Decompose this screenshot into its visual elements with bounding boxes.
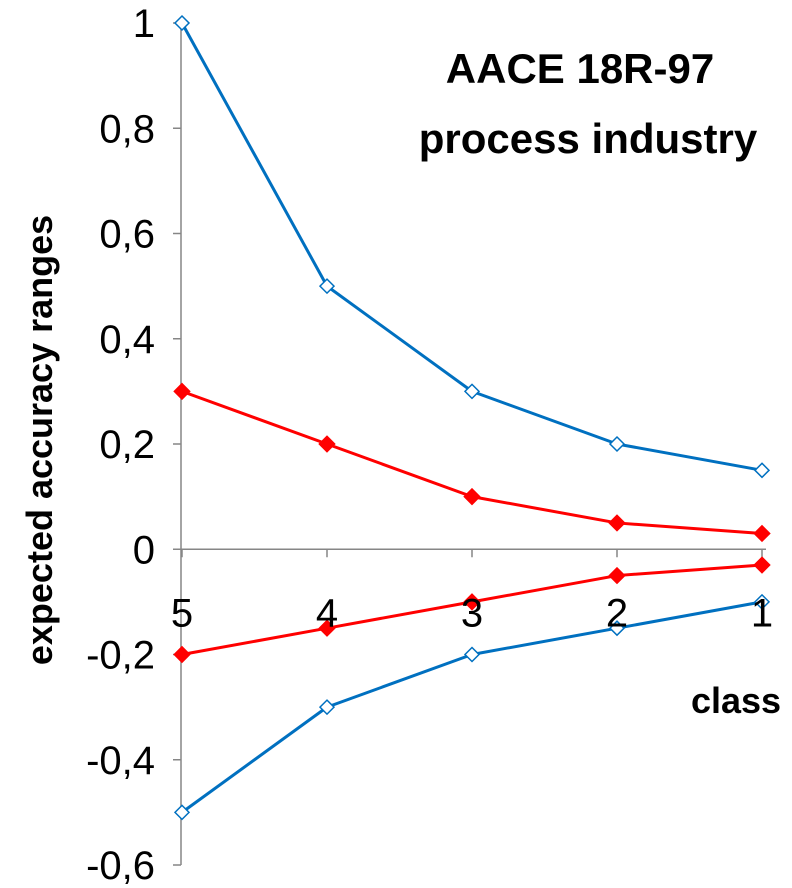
data-point-marker xyxy=(753,593,771,610)
x-tick-label: 2 xyxy=(606,591,628,635)
axes xyxy=(173,22,766,866)
data-point-marker xyxy=(318,435,336,453)
x-tick-label: 5 xyxy=(171,591,193,635)
y-axis-label: expected accuracy ranges xyxy=(19,215,60,665)
data-point-marker xyxy=(318,278,336,295)
y-tick-label: 0,2 xyxy=(99,423,155,467)
series-line xyxy=(181,389,763,535)
series-4 xyxy=(173,593,771,821)
data-point-marker xyxy=(463,646,481,663)
data-point-marker xyxy=(608,435,626,453)
y-tick-label: 1 xyxy=(133,2,155,46)
data-point-marker xyxy=(753,556,771,574)
data-point-marker xyxy=(173,804,191,821)
y-tick-label: 0,6 xyxy=(99,213,155,257)
y-tick-label: -0,2 xyxy=(86,634,155,678)
data-point-marker xyxy=(173,382,191,401)
x-axis-label: class xyxy=(691,680,781,721)
data-point-marker xyxy=(463,383,481,400)
y-tick-label: -0,4 xyxy=(86,739,155,783)
data-point-marker xyxy=(318,619,336,637)
y-tick-label: 0,4 xyxy=(99,318,155,362)
y-tick-label: 0 xyxy=(133,528,155,572)
y-tick-label: -0,6 xyxy=(86,844,155,888)
series-group xyxy=(173,14,771,821)
data-point-marker xyxy=(463,593,481,611)
x-tick-label: 1 xyxy=(751,591,773,635)
data-point-marker xyxy=(608,566,626,585)
chart-title-line-2: process industry xyxy=(419,115,758,162)
data-point-marker xyxy=(753,462,771,479)
data-point-marker xyxy=(318,699,336,716)
data-point-marker xyxy=(608,514,626,532)
y-tick-label: 0,8 xyxy=(99,107,155,151)
x-tick-label: 4 xyxy=(316,591,338,635)
tick-labels: 1 0,8 0,6 0,4 0,2 0 -0,2 -0,4 -0,6 5 4 3 2 1 xyxy=(86,2,773,888)
data-point-marker xyxy=(608,620,626,637)
chart-title-line-1: AACE 18R-97 xyxy=(446,45,714,92)
series-1 xyxy=(173,14,771,479)
series-2 xyxy=(173,382,771,543)
x-tick-label: 3 xyxy=(461,591,483,635)
series-3 xyxy=(173,556,771,664)
data-point-marker xyxy=(463,487,481,506)
data-point-marker xyxy=(173,645,191,664)
data-point-marker xyxy=(173,14,191,32)
data-point-marker xyxy=(753,524,771,543)
